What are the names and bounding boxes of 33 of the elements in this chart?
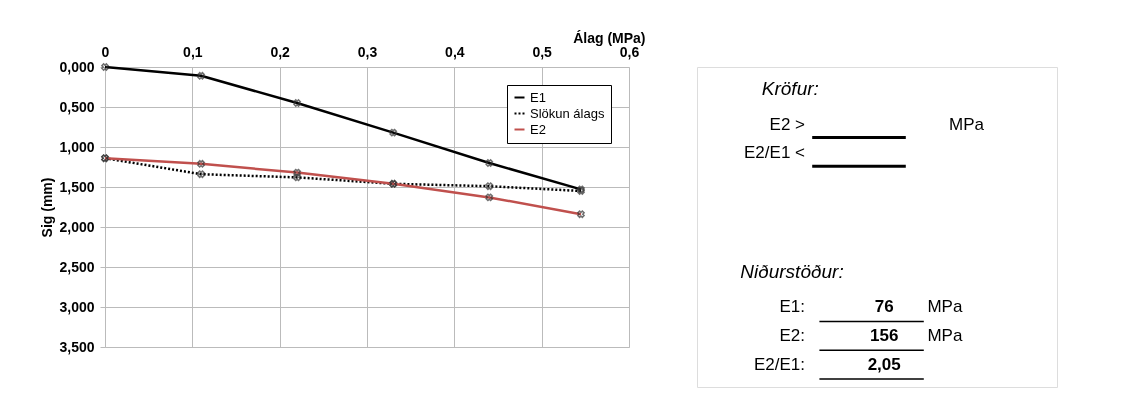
legend-label: E1 <box>530 89 546 105</box>
text: MPa <box>927 297 963 316</box>
x-tick-label: 0,5 <box>532 43 553 60</box>
y-tick-label: 2,000 <box>59 218 95 235</box>
y-axis-title: Sig (mm) <box>39 177 56 238</box>
legend-label: Slökun álags <box>530 105 605 121</box>
y-tick-label: 3,000 <box>59 298 95 315</box>
y-tick-label: 0,500 <box>59 98 95 115</box>
y-tick-label: 2,500 <box>59 258 95 275</box>
x-tick-label: 0,6 <box>619 43 640 60</box>
x-tick-label: 0 <box>101 43 110 60</box>
x-axis-title: Álag (MPa) <box>573 29 646 46</box>
text: 76 <box>874 297 894 316</box>
text: E1: <box>779 297 805 316</box>
legend-label: E2 <box>530 121 546 137</box>
text: E2: <box>779 325 805 345</box>
x-tick-label: 0,1 <box>183 43 203 60</box>
y-tick-label: 0,000 <box>59 58 95 75</box>
x-tick-label: 0,4 <box>445 43 465 60</box>
text: 2,05 <box>867 354 901 374</box>
y-tick-label: 1,000 <box>59 138 95 155</box>
text: MPa <box>949 114 985 134</box>
x-tick-label: 0,3 <box>357 43 378 60</box>
text: E2 > <box>769 114 806 134</box>
text: E2/E1: <box>753 354 805 374</box>
text: Niðurstöður: <box>740 260 844 282</box>
text: E2/E1 < <box>744 143 806 163</box>
y-tick-label: 1,500 <box>59 178 95 195</box>
text: 156 <box>870 325 899 345</box>
x-tick-label: 0,2 <box>270 43 291 60</box>
text: MPa <box>927 325 963 345</box>
text: Kröfur: <box>761 78 819 100</box>
y-tick-label: 3,500 <box>59 338 95 355</box>
